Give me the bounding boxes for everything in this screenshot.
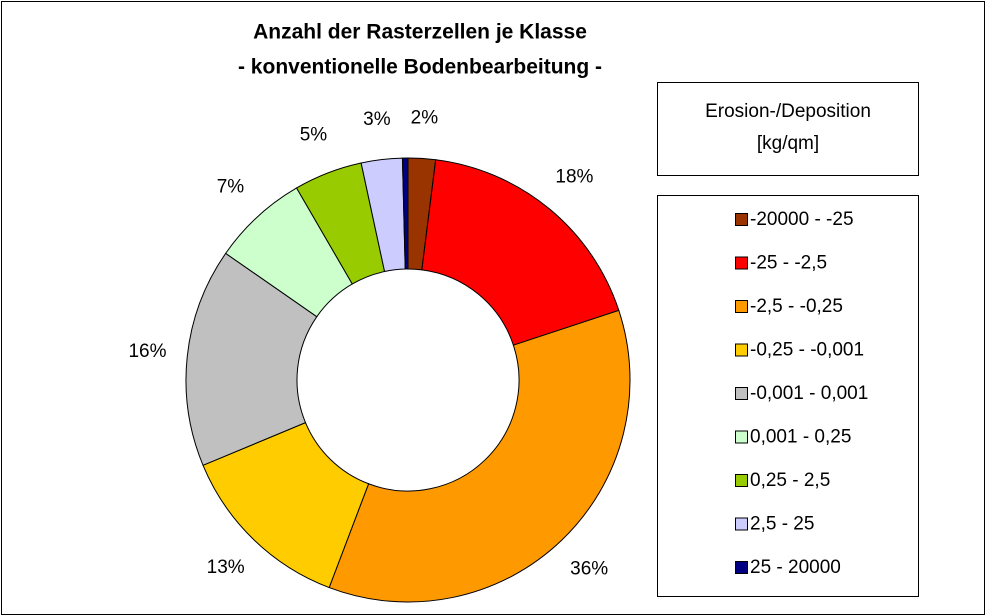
- data-label: 2%: [411, 108, 439, 129]
- legend-label: 0,001 - 0,25: [750, 427, 851, 448]
- legend-label: 0,25 - 2,5: [750, 470, 830, 491]
- legend-label: -2,5 - -0,25: [750, 296, 843, 317]
- legend-title: Erosion-/Deposition: [705, 101, 871, 122]
- legend-label: 2,5 - 25: [750, 514, 814, 535]
- legend-swatch: [735, 256, 748, 270]
- legend-label: -25 - -2,5: [750, 253, 827, 274]
- legend-label: -0,25 - -0,001: [750, 340, 864, 361]
- legend-swatch: [735, 561, 748, 574]
- legend-swatch: [735, 387, 748, 400]
- data-label: 13%: [207, 557, 245, 578]
- data-label: 3%: [363, 109, 391, 130]
- data-label: 36%: [570, 558, 608, 579]
- data-label: 5%: [300, 125, 328, 146]
- legend-label: 25 - 20000: [750, 557, 841, 578]
- data-label: 7%: [217, 176, 245, 197]
- legend-title-box: [657, 82, 919, 176]
- legend-label: -20000 - -25: [750, 209, 854, 230]
- donut-segment: [401, 157, 409, 270]
- legend-title: [kg/qm]: [757, 133, 819, 154]
- legend-swatch: [735, 474, 748, 487]
- donut-segment: [421, 159, 620, 346]
- legend-swatch: [735, 300, 748, 313]
- legend-swatch: [735, 430, 748, 444]
- donut-segment: [185, 252, 318, 466]
- donut-segment: [328, 309, 631, 603]
- legend-swatch: [735, 213, 748, 226]
- chart-subtitle: - konventionelle Bodenbearbeitung -: [238, 56, 602, 79]
- legend-swatch: [735, 517, 748, 531]
- legend-swatch: [735, 343, 748, 357]
- data-label: 16%: [128, 341, 166, 362]
- legend-box: [657, 195, 919, 597]
- legend-label: -0,001 - 0,001: [750, 383, 868, 404]
- data-label: 18%: [555, 167, 593, 188]
- chart-title: Anzahl der Rasterzellen je Klasse: [253, 21, 587, 44]
